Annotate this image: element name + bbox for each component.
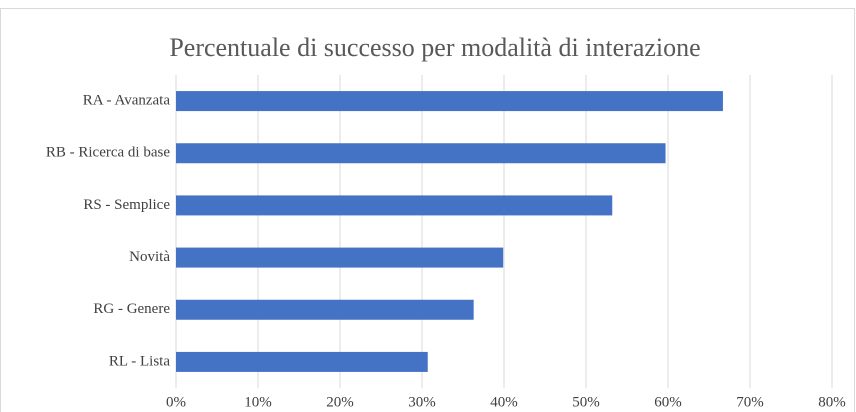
y-tick-label: RG - Genere [93, 301, 170, 317]
x-tick-label: 60% [654, 394, 682, 410]
y-tick-label: RS - Semplice [83, 197, 170, 213]
bar [176, 195, 613, 216]
x-tick-label: 70% [736, 394, 764, 410]
x-tick-label: 10% [244, 394, 272, 410]
chart-title: Percentuale di successo per modalità di … [169, 33, 700, 62]
bar [176, 351, 428, 372]
bar [176, 299, 474, 320]
y-tick-label: RB - Ricerca di base [46, 145, 170, 161]
y-tick-label: Novità [129, 249, 170, 265]
x-tick-label: 20% [326, 394, 354, 410]
chart-border [0, 8, 855, 412]
x-tick-label: 80% [818, 394, 846, 410]
x-tick-label: 30% [408, 394, 436, 410]
bar [176, 247, 504, 268]
x-tick-label: 50% [572, 394, 600, 410]
y-tick-label: RA - Avanzata [83, 93, 171, 109]
bar [176, 143, 666, 164]
x-tick-label: 40% [490, 394, 518, 410]
x-tick-label: 0% [166, 394, 186, 410]
y-tick-label: RL - Lista [109, 353, 170, 369]
bar [176, 91, 723, 112]
